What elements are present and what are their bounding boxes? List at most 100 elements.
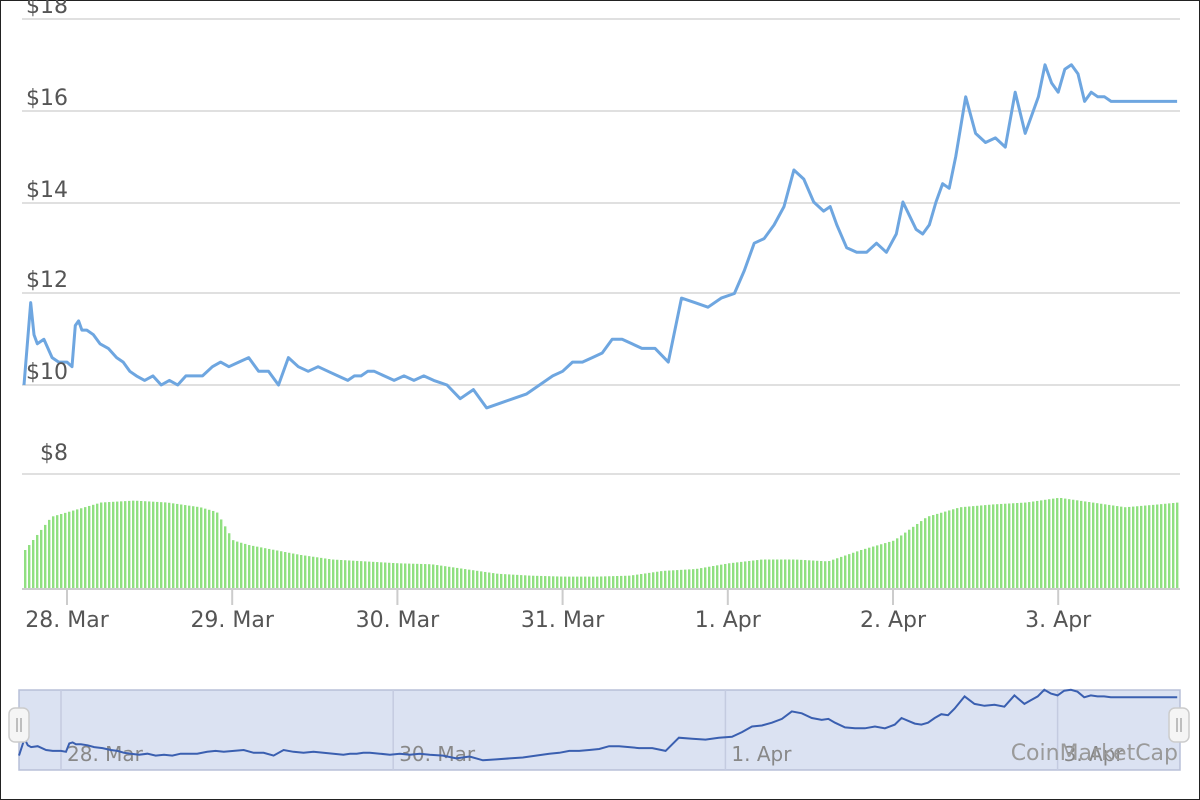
volume-bar: [756, 560, 759, 588]
volume-bar: [916, 523, 919, 588]
volume-bar: [240, 542, 243, 588]
volume-bar: [60, 514, 63, 588]
volume-bar: [608, 576, 611, 588]
volume-bar: [628, 575, 631, 588]
volume-bar: [1060, 498, 1063, 588]
volume-bar: [536, 575, 539, 588]
volume-bar: [164, 502, 167, 588]
volume-bar: [512, 574, 515, 588]
volume-bar: [556, 576, 559, 588]
navigator[interactable]: 28. Mar 30. Mar 1. Apr 3. Apr: [8, 688, 1190, 771]
volume-bar: [312, 556, 315, 588]
volume-bar: [104, 502, 107, 588]
volume-bar: [1132, 506, 1135, 588]
volume-bar: [632, 575, 635, 588]
volume-bar: [1176, 502, 1179, 588]
volume-bar: [1116, 506, 1119, 588]
volume-bar: [820, 561, 823, 588]
volume-bar: [332, 559, 335, 588]
volume-bar: [204, 508, 207, 588]
volume-bar: [728, 563, 731, 588]
volume-bar: [440, 565, 443, 588]
volume-bar: [1120, 506, 1123, 588]
volume-bar: [976, 505, 979, 588]
volume-bar: [808, 560, 811, 588]
volume-bar: [64, 512, 67, 588]
volume-bar: [832, 559, 835, 588]
volume-bar: [144, 501, 147, 588]
volume-bar: [88, 505, 91, 588]
volume-bar: [156, 501, 159, 588]
volume-bar: [724, 563, 727, 588]
volume-bar: [960, 507, 963, 588]
x-tick-label: 2. Apr: [860, 608, 927, 633]
volume-bar: [308, 556, 311, 588]
volume-bar: [268, 548, 271, 588]
volume-bar: [780, 559, 783, 588]
volume-bar: [1096, 503, 1099, 588]
volume-bar: [844, 555, 847, 588]
volume-bar: [340, 559, 343, 588]
x-tick-label: 1. Apr: [695, 608, 762, 633]
volume-bar: [1104, 504, 1107, 588]
volume-bar: [212, 510, 215, 588]
volume-bar: [216, 512, 219, 588]
volume-bar: [508, 574, 511, 588]
volume-bar: [368, 561, 371, 588]
volume-bar: [892, 540, 895, 588]
volume-bar: [860, 549, 863, 588]
volume-bar: [432, 564, 435, 588]
volume-bar: [944, 511, 947, 588]
volume-bar: [456, 567, 459, 588]
volume-bar: [836, 558, 839, 588]
volume-bar: [1032, 501, 1035, 588]
navigator-left-handle[interactable]: [8, 707, 30, 743]
volume-bar: [1008, 503, 1011, 588]
navigator-line: [18, 688, 1178, 762]
right-handle-icon[interactable]: [1168, 707, 1190, 743]
volume-bar: [660, 571, 663, 588]
left-handle-icon[interactable]: [8, 707, 30, 743]
volume-bar: [28, 545, 31, 588]
volume-bar: [476, 570, 479, 588]
volume-bar: [124, 501, 127, 588]
volume-bar: [1164, 503, 1167, 588]
volume-bar: [652, 572, 655, 588]
volume-bar: [824, 561, 827, 588]
volume-bar: [496, 573, 499, 588]
volume-bar: [100, 502, 103, 588]
navigator-selection[interactable]: [18, 689, 1181, 771]
volume-bar: [136, 500, 139, 588]
volume-bar: [244, 543, 247, 588]
volume-bar: [604, 576, 607, 588]
volume-bar: [616, 576, 619, 588]
volume-bar: [936, 513, 939, 588]
volume-bar: [292, 553, 295, 588]
volume-bar: [580, 576, 583, 588]
volume-bar: [1076, 500, 1079, 588]
volume-bar: [648, 572, 651, 588]
volume-bar: [800, 559, 803, 588]
volume-bar: [516, 574, 519, 588]
volume-bar: [688, 569, 691, 588]
volume-bar: [848, 554, 851, 588]
volume-bar: [352, 560, 355, 588]
volume-bar: [1080, 500, 1083, 588]
volume-bar: [764, 559, 767, 588]
volume-bar: [180, 504, 183, 588]
volume-bar: [1152, 504, 1155, 588]
volume-bar: [900, 535, 903, 588]
volume-bar: [568, 576, 571, 588]
volume-bar: [200, 507, 203, 588]
volume-bar: [1004, 503, 1007, 588]
volume-bar: [424, 564, 427, 588]
volume-bar: [636, 574, 639, 588]
volume-bar: [980, 505, 983, 588]
navigator-right-handle[interactable]: [1168, 707, 1190, 743]
volume-bar: [964, 506, 967, 588]
volume-bar: [504, 574, 507, 588]
volume-bar: [912, 526, 915, 588]
volume-bar: [1016, 503, 1019, 588]
volume-bar: [184, 505, 187, 588]
volume-bar: [972, 506, 975, 588]
